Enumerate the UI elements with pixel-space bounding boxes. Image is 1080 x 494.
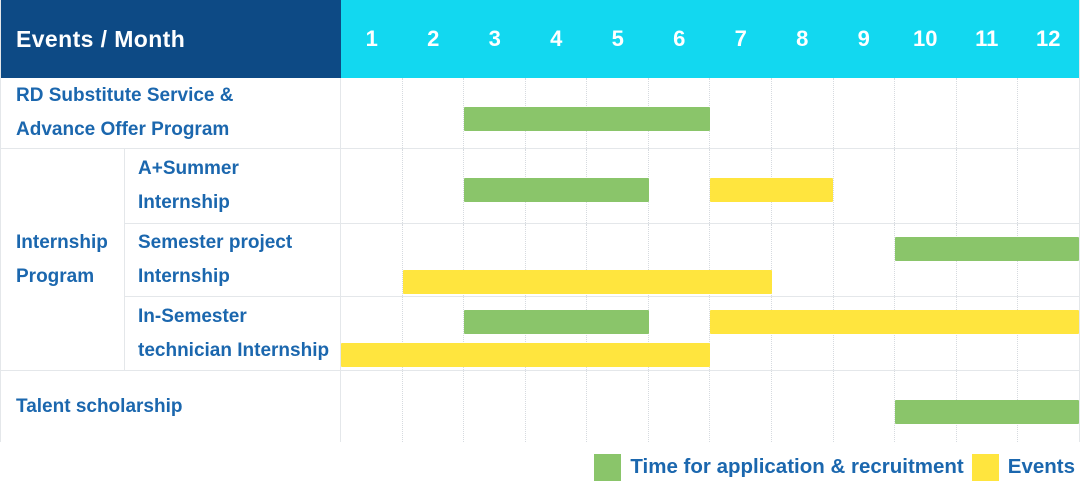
row-label-line: Talent scholarship (16, 395, 183, 417)
month-label: 12 (1036, 26, 1061, 51)
group-label-line: Internship (16, 231, 108, 253)
table-row-a-summer: A+Summer Internship (125, 149, 1079, 223)
header-title: Events / Month (16, 25, 186, 52)
legend-item-application: Time for application & recruitment (594, 453, 964, 481)
yellow-legend-swatch (971, 453, 999, 481)
timeline-a-summer (341, 149, 1079, 223)
header-row: Events / Month 1 2 3 4 5 6 7 8 9 10 11 12 (1, 0, 1079, 78)
schedule-table: Events / Month 1 2 3 4 5 6 7 8 9 10 11 12 RD Substi… (0, 0, 1080, 442)
month-label: 7 (734, 26, 747, 51)
event-bar (710, 178, 833, 202)
table-row-semester-project: Semester project Internship (125, 222, 1079, 297)
timeline-in-semester (341, 297, 1079, 370)
timeline-talent-scholarship (341, 371, 1079, 442)
legend: Time for application & recruitment Event… (0, 444, 1075, 490)
month-gridlines (341, 78, 1079, 148)
group-label-internship-program: Internship Program (1, 149, 125, 370)
row-label-line: RD Substitute Service & (16, 85, 234, 106)
timeline-semester-project (341, 223, 1079, 297)
month-label: 11 (975, 26, 999, 51)
month-label: 6 (673, 26, 686, 51)
month-header-row: 1 2 3 4 5 6 7 8 9 10 11 12 (341, 0, 1079, 78)
application-bar (894, 400, 1079, 424)
header-events-month-cell: Events / Month (1, 0, 341, 78)
legend-item-events: Events (971, 453, 1075, 481)
event-bar (341, 343, 710, 368)
row-label-rd-substitute: RD Substitute Service & Advance Offer Pr… (1, 78, 341, 148)
row-label-talent-scholarship: Talent scholarship (1, 371, 341, 442)
month-label: 5 (611, 26, 624, 51)
row-label-line: Semester project (138, 231, 293, 253)
row-label-line: Internship (138, 265, 230, 287)
row-label-line: In-Semester (138, 305, 247, 327)
month-label: 4 (550, 26, 563, 51)
month-label: 3 (488, 26, 501, 51)
green-legend-swatch (594, 453, 622, 481)
legend-label-application: Time for application & recruitment (630, 455, 964, 478)
month-label: 10 (913, 26, 938, 51)
row-label-a-summer: A+Summer Internship (125, 149, 341, 223)
month-label: 2 (427, 26, 440, 51)
application-bar (464, 310, 649, 335)
row-label-in-semester: In-Semester technician Internship (125, 297, 341, 370)
table-row-in-semester: In-Semester technician Internship (125, 296, 1079, 370)
table-row-talent-scholarship: Talent scholarship (1, 370, 1079, 442)
row-label-line: Advance Offer Program (16, 119, 230, 140)
application-bar (894, 236, 1079, 261)
table-row-rd-substitute: RD Substitute Service & Advance Offer Pr… (1, 78, 1079, 148)
row-label-line: technician Internship (138, 339, 330, 361)
group-label-line: Program (16, 265, 95, 287)
month-label: 9 (857, 26, 870, 51)
month-label: 1 (365, 26, 378, 51)
row-label-line: A+Summer (138, 157, 239, 179)
internship-subrows: A+Summer Internship Semester project Int… (125, 149, 1079, 370)
month-label: 8 (796, 26, 809, 51)
row-label-line: Internship (138, 191, 230, 213)
application-bar (464, 107, 710, 131)
application-bar (464, 178, 649, 202)
event-bar (710, 310, 1079, 335)
row-label-semester-project: Semester project Internship (125, 223, 341, 297)
legend-label-events: Events (1007, 455, 1075, 478)
table-group-internship-program: Internship Program A+Summer Internship S… (1, 148, 1079, 370)
event-bar (402, 269, 772, 294)
timeline-rd-substitute (341, 78, 1079, 148)
